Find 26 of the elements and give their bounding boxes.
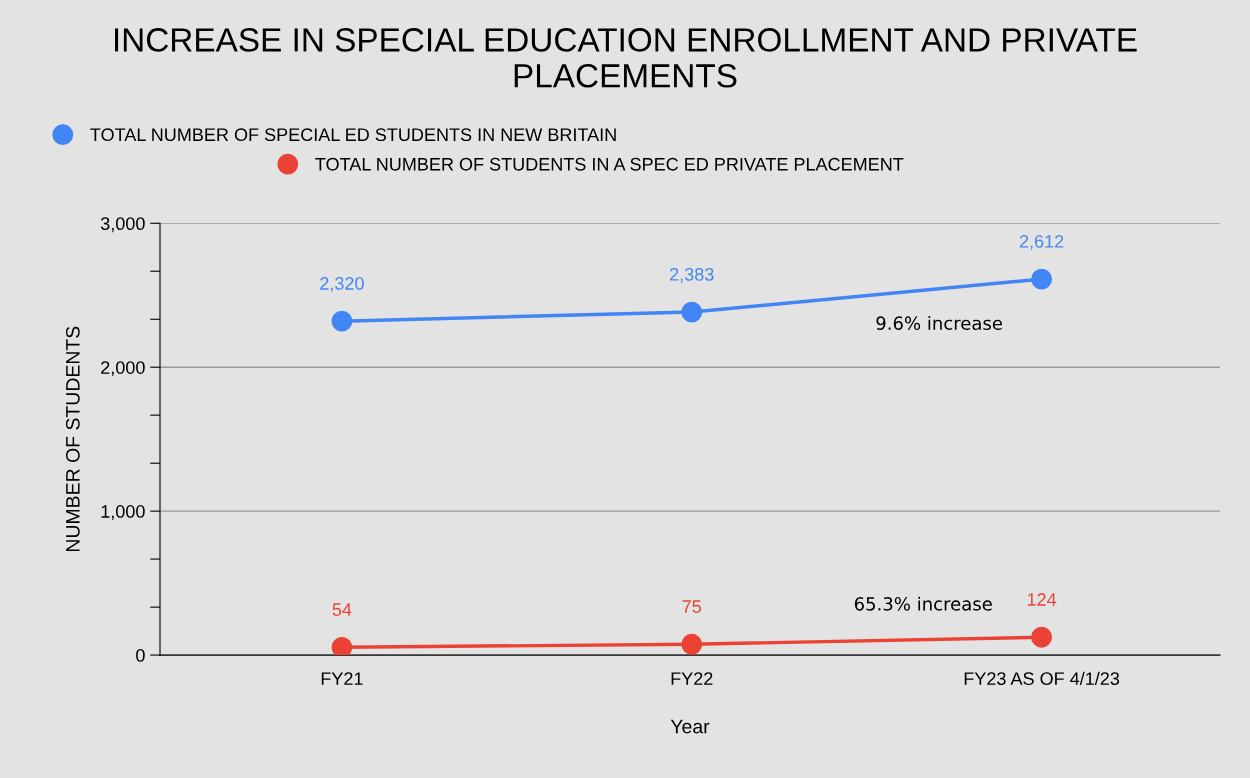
chart-title: INCREASE IN SPECIAL EDUCATION ENROLLMENT AND PRIVATE PLACEMENTS (114, 28, 1137, 88)
data-label: 54 (332, 603, 352, 616)
x-tick-label: FY21 (321, 672, 363, 685)
data-label: 124 (1027, 593, 1057, 606)
data-label: 2,383 (670, 267, 714, 283)
y-tick-label: 2,000 (101, 361, 145, 377)
data-label: 2,612 (1019, 235, 1064, 250)
annotation: 65.3% increase (854, 596, 992, 611)
x-tick-label: FY22 (671, 672, 713, 685)
point (331, 636, 353, 656)
legend-label: TOTAL NUMBER OF STUDENTS IN A SPEC ED PRIVATE PLACEMENT (315, 157, 904, 171)
data-label: 75 (682, 600, 702, 613)
x-axis-title: Year (670, 719, 710, 734)
data-label: 2,320 (320, 277, 364, 292)
point (1031, 268, 1053, 290)
y-tick-label: 3,000 (100, 217, 145, 233)
y-axis-title: NUMBER OF STUDENTS (65, 326, 80, 552)
y-tick-label: 0 (136, 649, 145, 662)
x-tick-label: FY23 AS OF 4/1/23 (964, 671, 1120, 686)
point (1031, 626, 1053, 648)
legend-label: TOTAL NUMBER OF SPECIAL ED STUDENTS IN NEW BRITAIN (90, 128, 616, 142)
annotation: 9.6% increase (876, 316, 1002, 330)
point (681, 633, 703, 655)
y-tick-label: 1,000 (101, 505, 145, 520)
point (681, 301, 703, 323)
point (331, 310, 353, 332)
